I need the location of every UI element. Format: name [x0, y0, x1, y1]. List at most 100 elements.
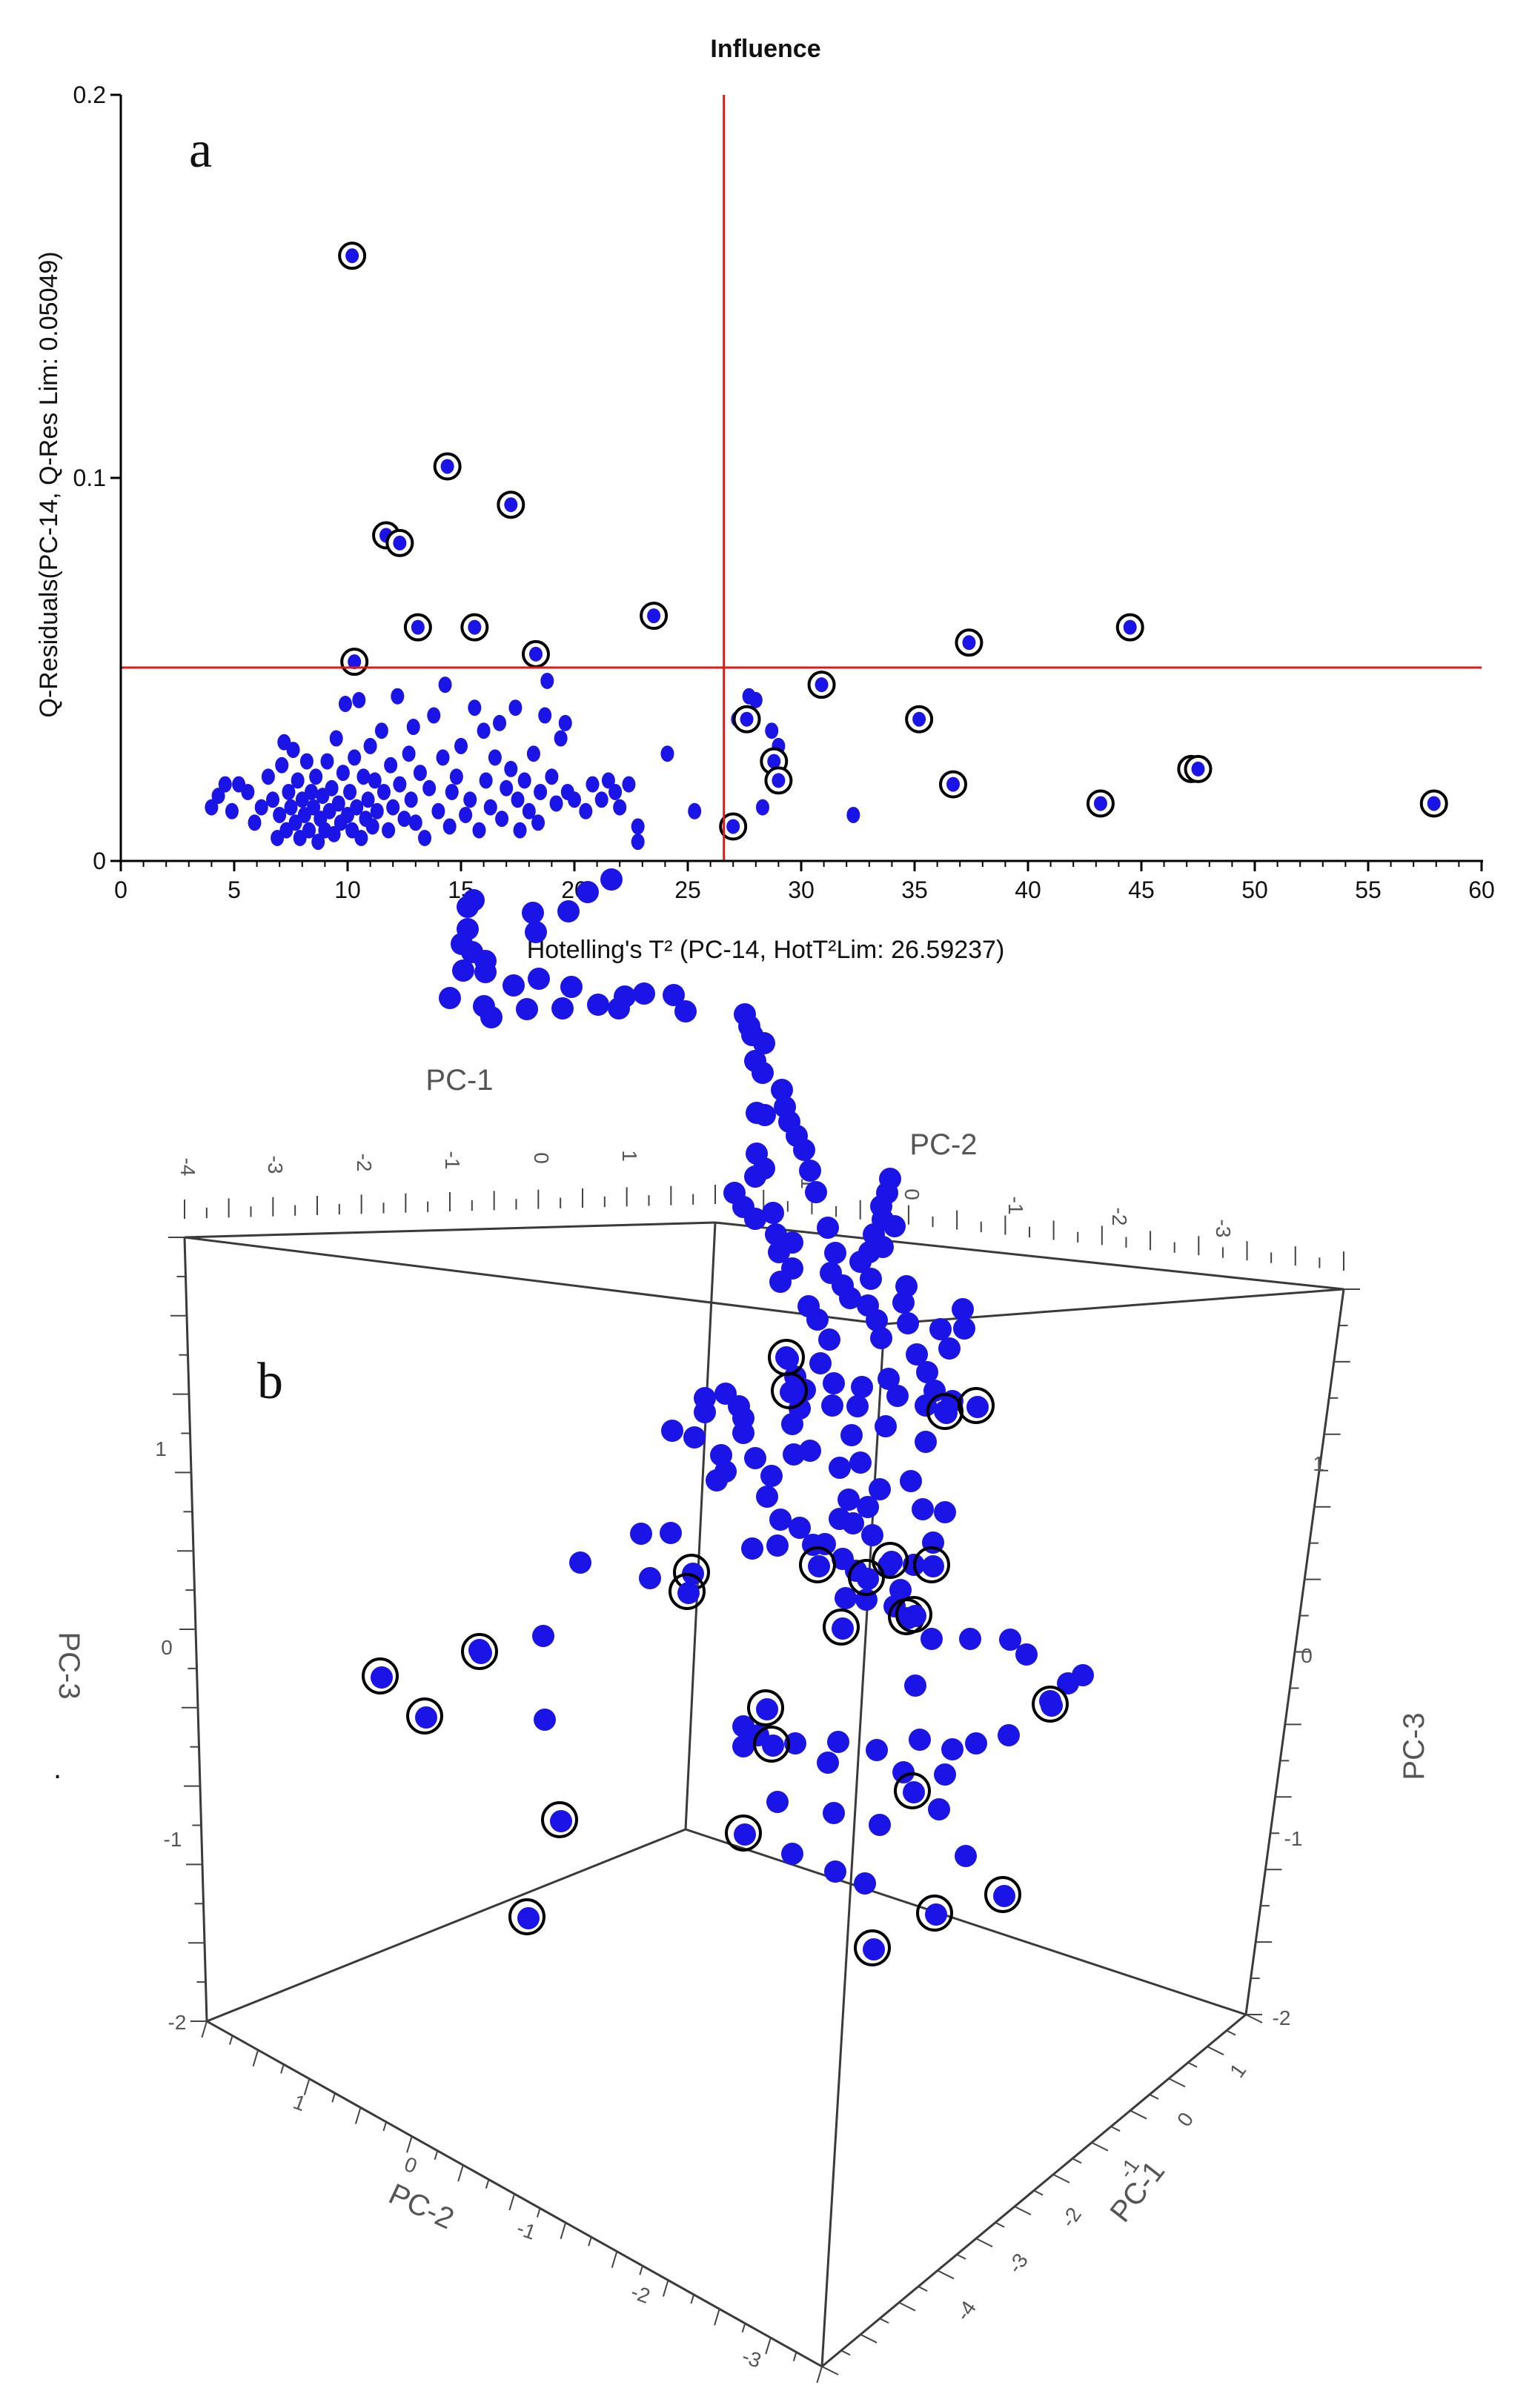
- score-point: [886, 1385, 909, 1407]
- score-point: [754, 1104, 776, 1126]
- axis-label-pc2-bottom: PC-2: [384, 2178, 459, 2235]
- data-point: [431, 802, 445, 819]
- score-point: [744, 1208, 766, 1230]
- outlier-ring: [461, 1633, 498, 1670]
- data-point: [540, 673, 554, 690]
- outlier-point: [726, 819, 740, 834]
- x-tick-label: 60: [1468, 877, 1495, 903]
- data-point: [755, 799, 769, 816]
- score-point: [916, 1361, 938, 1383]
- pc2-bottom-tick-label: -3: [739, 2344, 764, 2372]
- outlier-ring: [913, 1546, 950, 1583]
- data-point: [477, 722, 491, 739]
- data-point: [377, 783, 391, 800]
- score-point: [525, 921, 547, 943]
- pc1-bottom-tick: [1110, 2126, 1121, 2132]
- data-point: [454, 737, 468, 754]
- pc1-bottom-tick: [1091, 2141, 1109, 2152]
- outlier-point: [411, 619, 425, 635]
- score-point: [769, 1509, 792, 1531]
- data-point: [522, 802, 536, 819]
- data-point: [442, 818, 457, 835]
- score-point: [439, 987, 461, 1009]
- outlier-point: [1427, 796, 1441, 811]
- data-point: [427, 707, 441, 724]
- data-point: [601, 772, 615, 789]
- pc2-bottom-tick: [485, 2179, 490, 2189]
- axis-label-pc1-top: PC-1: [425, 1064, 493, 1097]
- pc2-bottom-tick: [434, 2150, 439, 2161]
- data-point: [500, 779, 514, 796]
- score-point: [941, 1738, 963, 1760]
- outlier-score-point: [762, 1735, 784, 1757]
- pc1-bottom-tick: [879, 2318, 889, 2324]
- data-point: [254, 799, 268, 816]
- data-point: [406, 719, 420, 736]
- data-point: [422, 779, 437, 796]
- outlier-ring: [541, 1801, 578, 1838]
- outlier-score-point: [734, 1823, 756, 1846]
- data-point: [302, 822, 316, 839]
- data-point: [329, 730, 343, 747]
- score-point: [732, 1715, 754, 1737]
- outlier-point: [740, 711, 754, 727]
- pc1-bottom-tick: [860, 2333, 878, 2344]
- pc2-bottom-tick: [816, 2366, 823, 2384]
- pc2-top-tick-label: -2: [1108, 1208, 1131, 1226]
- pc1-top-tick-label: 1: [618, 1150, 641, 1162]
- data-point: [305, 783, 319, 800]
- pc2-top-tick-label: -1: [1004, 1197, 1027, 1215]
- score-point: [557, 900, 580, 922]
- score-point: [1015, 1643, 1038, 1666]
- score-point: [522, 902, 544, 924]
- data-point: [749, 691, 763, 708]
- score-point: [600, 868, 623, 891]
- score-point: [639, 1567, 661, 1589]
- data-point: [526, 745, 540, 762]
- score-point: [870, 1327, 892, 1349]
- axis-label-pc1-bottom: PC-1: [1104, 2155, 1171, 2229]
- pc2-bottom-tick: [588, 2236, 592, 2246]
- score-point: [769, 1271, 792, 1293]
- data-point: [309, 768, 323, 785]
- score-point: [806, 1308, 829, 1331]
- outlier-point: [946, 776, 961, 792]
- score-point: [823, 1802, 845, 1824]
- x-tick-label: 0: [114, 877, 127, 903]
- pc1-bottom-tick: [975, 2238, 993, 2248]
- data-point: [613, 799, 627, 816]
- data-point: [218, 776, 232, 793]
- axis-label-pc3-right: PC-3: [1398, 1712, 1430, 1780]
- x-tick-label: 5: [228, 877, 241, 903]
- data-point: [436, 749, 450, 766]
- axis-label-pc3-left: PC-3: [53, 1632, 85, 1699]
- outlier-score-point: [756, 1698, 778, 1720]
- outlier-score-point: [777, 1348, 799, 1370]
- pc3-left-tick-label: 0: [161, 1636, 173, 1659]
- data-point: [558, 714, 572, 731]
- outlier-score-point: [925, 1903, 947, 1926]
- outlier-score-point: [808, 1555, 830, 1577]
- data-point: [631, 818, 645, 835]
- data-point: [408, 814, 422, 831]
- score-point: [883, 1215, 906, 1237]
- score-point: [929, 1318, 952, 1340]
- outlier-score-point: [880, 1551, 903, 1573]
- outlier-point: [348, 654, 362, 670]
- score-point: [577, 881, 599, 903]
- pc2-bottom-tick-label: -1: [514, 2216, 539, 2244]
- score-point: [661, 1420, 683, 1442]
- data-point: [404, 791, 418, 808]
- score-point: [846, 1395, 869, 1417]
- score-point: [663, 984, 685, 1006]
- data-point: [282, 783, 296, 800]
- pc1-bottom-tick: [1226, 2029, 1236, 2036]
- panel-b-tick-marks: [168, 1185, 1360, 2384]
- data-point: [225, 802, 239, 819]
- score-point: [952, 1298, 974, 1320]
- data-point: [846, 806, 860, 823]
- score-point: [897, 1312, 919, 1334]
- pc2-bottom-tick: [201, 2020, 208, 2038]
- score-point: [959, 1628, 981, 1650]
- data-point: [307, 799, 321, 816]
